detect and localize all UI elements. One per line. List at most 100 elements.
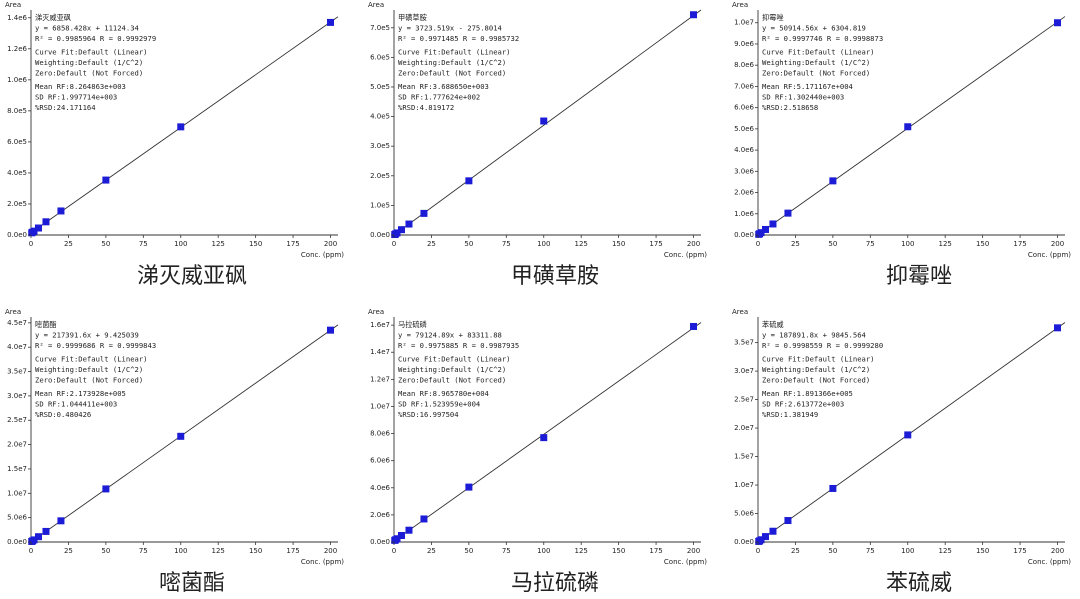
annotation: SD RF:1.302440e+003 — [762, 93, 844, 102]
y-tick-label: 3.0e7 — [734, 367, 754, 375]
y-tick-label: 2.0e6 — [370, 511, 390, 519]
x-tick-label: 0 — [756, 547, 760, 555]
chart-title: 马拉硫磷 — [511, 571, 599, 596]
x-axis-label: Conc. (ppm) — [664, 251, 707, 259]
x-axis-label: Conc. (ppm) — [301, 558, 344, 566]
y-tick-label: 3.5e7 — [7, 368, 27, 376]
y-tick-label: 0.0e0 — [370, 538, 390, 546]
x-tick-label: 25 — [791, 240, 800, 248]
data-point — [34, 533, 42, 541]
annotation: Curve Fit:Default (Linear) — [35, 355, 148, 364]
y-axis-label: Area — [732, 308, 748, 316]
annotation: R² = 0.9975885 R = 0.9987935 — [398, 341, 519, 350]
y-tick-label: 0.0e0 — [7, 231, 27, 239]
x-tick-label: 100 — [901, 240, 914, 248]
data-point — [327, 18, 335, 26]
y-tick-label: 0.0e0 — [370, 231, 390, 239]
x-tick-label: 50 — [828, 240, 837, 248]
x-tick-label: 125 — [575, 240, 588, 248]
x-tick-label: 200 — [1051, 240, 1064, 248]
x-tick-label: 175 — [649, 547, 662, 555]
annotation: R² = 0.9997746 R = 0.9998873 — [762, 34, 883, 43]
x-tick-label: 125 — [939, 547, 952, 555]
annotation: Mean RF:8.264863e+003 — [35, 82, 126, 91]
y-tick-label: 1.6e7 — [370, 321, 390, 329]
x-tick-label: 200 — [324, 547, 337, 555]
annotation: Weighting:Default (1/C^2) — [398, 58, 506, 67]
y-tick-label: 3.0e7 — [7, 392, 27, 400]
x-tick-label: 50 — [828, 547, 837, 555]
data-point — [420, 209, 428, 217]
annotation: SD RF:1.997714e+003 — [35, 93, 117, 102]
data-point — [465, 483, 473, 491]
x-tick-label: 50 — [464, 547, 473, 555]
x-tick-label: 100 — [174, 240, 187, 248]
x-tick-label: 100 — [901, 547, 914, 555]
x-tick-label: 0 — [756, 240, 760, 248]
y-tick-label: 0.0e0 — [734, 538, 754, 546]
x-tick-label: 50 — [101, 240, 110, 248]
y-tick-label: 1.2e6 — [7, 45, 27, 53]
fit-line — [393, 9, 702, 236]
data-point — [397, 226, 405, 234]
x-tick-label: 25 — [791, 547, 800, 555]
annotation: 马拉硫磷 — [398, 320, 427, 329]
y-tick-label: 4.0e5 — [7, 169, 27, 177]
chart-title: 嘧菌酯 — [159, 571, 225, 596]
fit-line — [30, 324, 339, 543]
x-tick-label: 200 — [687, 547, 700, 555]
annotation: %RSD:24.171164 — [35, 103, 96, 112]
x-tick-label: 150 — [976, 547, 989, 555]
x-tick-label: 125 — [212, 547, 225, 555]
data-point — [761, 533, 769, 541]
x-tick-label: 125 — [575, 547, 588, 555]
annotation: %RSD:4.819172 — [398, 103, 454, 112]
fit-line — [393, 322, 702, 542]
x-tick-label: 175 — [649, 240, 662, 248]
y-tick-label: 8.0e6 — [370, 430, 390, 438]
annotation: %RSD:2.518658 — [762, 103, 818, 112]
annotation: Mean RF:2.173928e+005 — [35, 389, 126, 398]
x-tick-label: 0 — [29, 240, 33, 248]
annotation: Zero:Default (Not Forced) — [762, 69, 870, 78]
annotation: 甲磺草胺 — [398, 13, 427, 22]
data-point — [397, 531, 405, 539]
y-tick-label: 2.5e7 — [7, 416, 27, 424]
data-point — [393, 229, 401, 237]
x-axis-label: Conc. (ppm) — [664, 558, 707, 566]
data-point — [757, 229, 765, 237]
annotation: Zero:Default (Not Forced) — [398, 376, 506, 385]
y-tick-label: 3.0e6 — [734, 167, 754, 175]
x-tick-label: 50 — [101, 547, 110, 555]
annotation: Curve Fit:Default (Linear) — [398, 355, 511, 364]
y-tick-label: 1.2e7 — [370, 375, 390, 383]
data-point — [904, 431, 912, 439]
y-tick-label: 1.0e7 — [734, 19, 754, 27]
data-point — [690, 11, 698, 19]
y-tick-label: 2.5e7 — [734, 396, 754, 404]
y-tick-label: 5.0e6 — [7, 514, 27, 522]
data-point — [1054, 19, 1062, 27]
annotation: Weighting:Default (1/C^2) — [35, 365, 143, 374]
y-tick-label: 7.0e5 — [370, 24, 390, 32]
annotation: y = 3723.519x - 275.8014 — [398, 24, 502, 33]
y-tick-label: 3.5e7 — [734, 339, 754, 347]
y-tick-label: 6.0e6 — [370, 457, 390, 465]
x-tick-label: 150 — [976, 240, 989, 248]
annotation: y = 187891.8x + 9845.564 — [762, 331, 866, 340]
annotation: %RSD:0.480426 — [35, 410, 91, 419]
x-tick-label: 150 — [249, 240, 262, 248]
data-point — [42, 527, 50, 535]
x-tick-label: 75 — [866, 547, 875, 555]
x-tick-label: 0 — [29, 547, 33, 555]
annotation: SD RF:1.523959e+004 — [398, 400, 480, 409]
data-point — [177, 432, 185, 440]
annotation: 嘧菌酯 — [35, 320, 57, 329]
y-tick-label: 8.0e5 — [7, 107, 27, 115]
data-point — [177, 123, 185, 131]
annotation: y = 6858.428x + 11124.34 — [35, 24, 139, 33]
data-point — [465, 177, 473, 185]
chart-title: 甲磺草胺 — [511, 264, 599, 289]
y-tick-label: 4.0e7 — [7, 343, 27, 351]
fit-line — [30, 16, 339, 234]
